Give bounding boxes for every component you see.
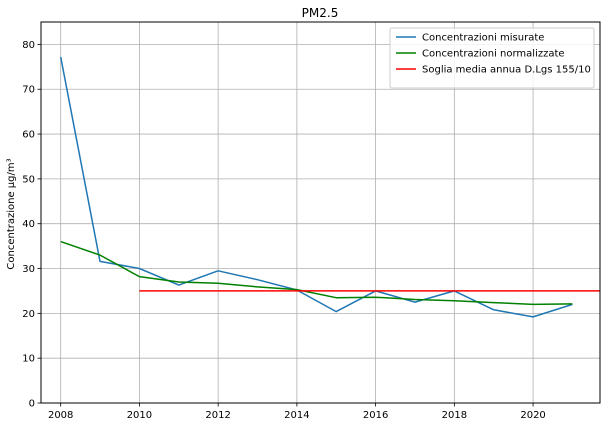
y-tick-label-1: 10 <box>22 354 35 365</box>
legend-label-1: Concentrazioni normalizzate <box>422 49 565 60</box>
series-line-1 <box>60 240 573 306</box>
series-layer <box>59 56 600 318</box>
y-tick-label-3: 30 <box>22 264 35 275</box>
x-tick-label-6: 2020 <box>520 410 545 421</box>
chart-title: PM2.5 <box>302 6 339 20</box>
x-tick-label-3: 2014 <box>284 410 309 421</box>
x-tick-label-4: 2016 <box>363 410 388 421</box>
x-tick-label-1: 2010 <box>127 410 152 421</box>
legend-box <box>389 27 595 89</box>
axis-ticks: 2008 2010 2012 2014 2016 2018 2020 0 10 20 30 40 50 6… <box>22 40 546 421</box>
legend-label-0: Concentrazioni misurate <box>422 33 544 44</box>
plot-frame <box>40 21 601 404</box>
y-tick-label-4: 40 <box>22 219 35 230</box>
legend-label-2: Soglia media annua D.Lgs 155/10 <box>422 65 591 76</box>
x-tick-label-2: 2012 <box>205 410 230 421</box>
x-tick-label-0: 2008 <box>48 410 73 421</box>
y-axis-label: Concentrazione µg/m³ <box>6 158 17 269</box>
y-tick-label-8: 80 <box>22 40 35 51</box>
y-tick-label-7: 70 <box>22 85 35 96</box>
y-tick-label-0: 0 <box>29 399 35 410</box>
y-tick-label-5: 50 <box>22 174 35 185</box>
legend: Concentrazioni misurate Concentrazioni no… <box>389 27 595 89</box>
x-tick-label-5: 2018 <box>442 410 467 421</box>
y-tick-label-6: 60 <box>22 130 35 141</box>
y-tick-label-2: 20 <box>22 309 35 320</box>
series-line-0 <box>59 56 573 318</box>
